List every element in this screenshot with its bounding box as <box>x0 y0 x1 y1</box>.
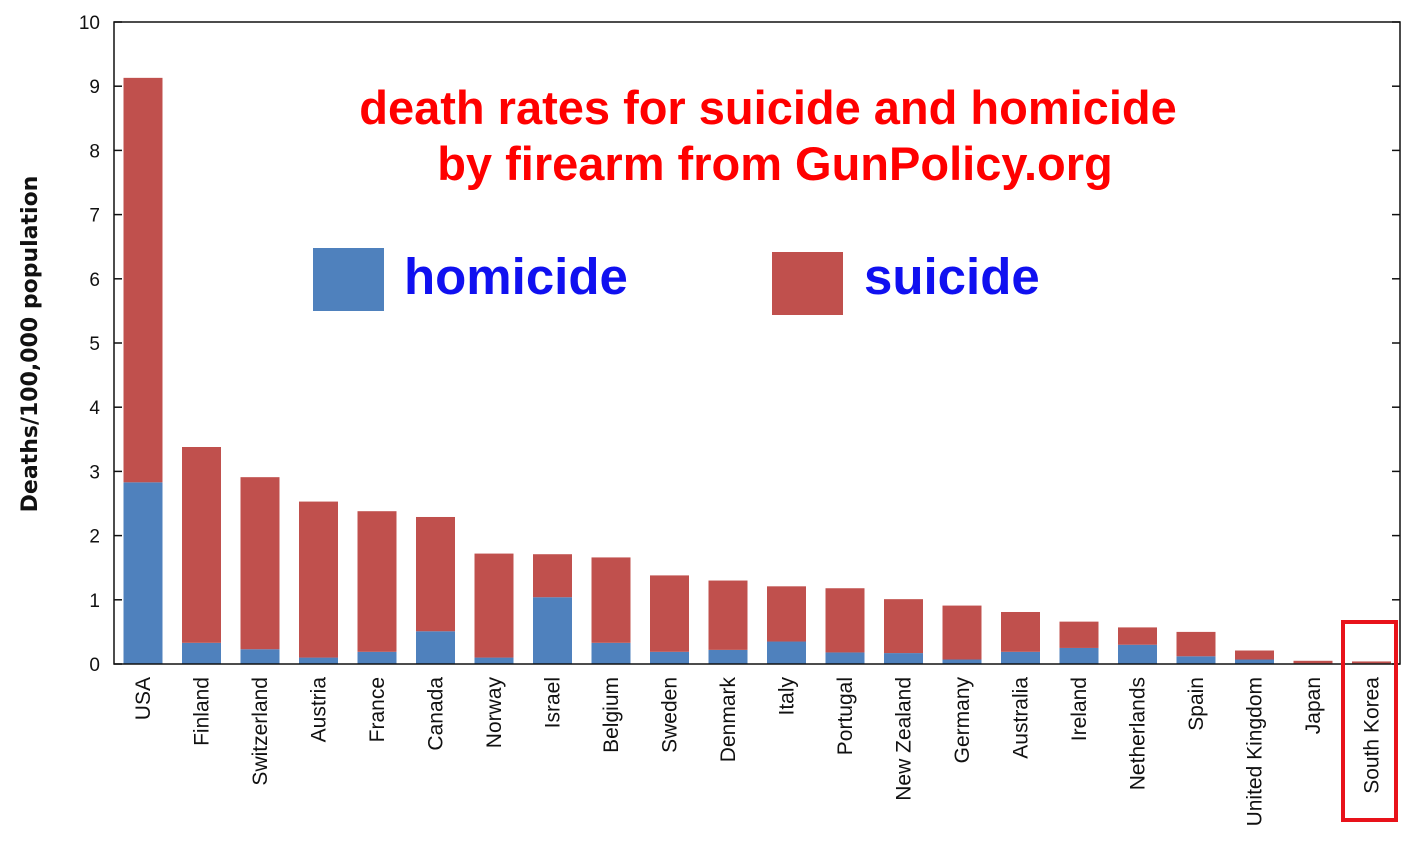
bar-suicide-south-korea <box>1352 661 1391 664</box>
bar-suicide-germany <box>942 605 982 660</box>
bar-suicide-norway <box>474 553 514 658</box>
y-axis-ticks: 0 1 2 3 4 5 6 7 8 9 10 <box>79 13 1400 676</box>
bar-suicide-new-zealand <box>884 599 923 654</box>
bar-homicide-spain <box>1176 656 1216 664</box>
bar-homicide-ireland <box>1059 647 1099 664</box>
bar-homicide-israel <box>533 597 572 664</box>
bar-suicide-denmark <box>708 580 748 650</box>
bar-homicide-united-kingdom <box>1235 659 1274 664</box>
x-tick-label: Denmark <box>717 677 740 763</box>
x-axis-labels: USA Finland Switzerland Austria France Canada… <box>132 677 1384 827</box>
bar-homicide-italy <box>767 641 806 664</box>
bar-suicide-japan <box>1293 660 1333 664</box>
x-tick-label: Germany <box>951 677 974 764</box>
bar-homicide-denmark <box>708 649 748 664</box>
bar-suicide-usa <box>123 77 163 483</box>
legend-swatch-homicide <box>313 248 384 311</box>
x-tick-label: Netherlands <box>1127 677 1150 790</box>
bar-homicide-norway <box>474 657 514 664</box>
y-tick-label: 5 <box>89 334 100 355</box>
bar-homicide-portugal <box>825 652 865 664</box>
x-tick-label: South Korea <box>1361 677 1384 794</box>
legend-label-suicide: suicide <box>864 248 1040 305</box>
y-tick-label: 3 <box>89 462 100 483</box>
x-tick-label: Austria <box>308 677 331 743</box>
y-tick-label: 8 <box>89 141 100 162</box>
bar-suicide-israel <box>533 554 572 598</box>
bar-homicide-netherlands <box>1118 644 1157 664</box>
legend: homicide suicide <box>313 248 1040 315</box>
bar-homicide-belgium <box>591 642 631 664</box>
bar-suicide-finland <box>182 447 221 643</box>
x-tick-label: Ireland <box>1068 677 1091 741</box>
x-tick-label: USA <box>132 677 155 720</box>
x-tick-label: Sweden <box>659 677 682 753</box>
y-tick-label: 10 <box>79 13 100 34</box>
y-tick-label: 4 <box>89 398 100 419</box>
x-tick-label: New Zealand <box>893 677 916 801</box>
y-tick-label: 1 <box>89 591 100 612</box>
x-tick-label: United Kingdom <box>1244 677 1267 826</box>
bar-suicide-spain <box>1176 631 1216 657</box>
bars <box>123 77 1391 664</box>
y-tick-label: 0 <box>89 655 100 676</box>
bar-homicide-canada <box>416 631 455 664</box>
bar-homicide-austria <box>299 657 338 664</box>
chart-title-line-1: death rates for suicide and homicide <box>359 81 1176 134</box>
bar-suicide-canada <box>416 516 455 632</box>
x-tick-label: Italy <box>776 677 799 716</box>
x-tick-label: Israel <box>542 677 565 728</box>
bar-homicide-australia <box>1001 651 1040 664</box>
x-tick-label: Switzerland <box>249 677 272 786</box>
legend-label-homicide: homicide <box>404 248 628 305</box>
bar-suicide-australia <box>1001 611 1040 652</box>
y-tick-label: 6 <box>89 270 100 291</box>
x-tick-label: Australia <box>1010 677 1033 759</box>
bar-suicide-united-kingdom <box>1235 650 1274 660</box>
plot-frame <box>113 21 1401 665</box>
bar-suicide-austria <box>299 501 338 658</box>
highlight-box-south-korea <box>1341 620 1398 822</box>
x-tick-label: France <box>366 677 389 742</box>
x-tick-label: Canada <box>425 677 448 751</box>
bar-suicide-belgium <box>591 557 631 643</box>
bar-suicide-netherlands <box>1118 627 1157 645</box>
x-tick-label: Spain <box>1185 677 1208 731</box>
y-axis-label: Deaths/100,000 population <box>18 176 43 513</box>
bar-suicide-switzerland <box>240 477 280 650</box>
x-tick-label: Finland <box>191 677 214 746</box>
bar-homicide-usa <box>123 482 163 664</box>
x-tick-label: Japan <box>1302 677 1325 734</box>
legend-swatch-suicide <box>772 252 843 315</box>
bar-homicide-switzerland <box>240 649 280 664</box>
bar-homicide-sweden <box>650 651 689 664</box>
bar-suicide-italy <box>767 586 806 642</box>
x-tick-label: Portugal <box>834 677 857 755</box>
y-tick-label: 7 <box>89 206 100 227</box>
bar-suicide-sweden <box>650 575 689 652</box>
bar-homicide-finland <box>182 642 221 664</box>
y-tick-label: 9 <box>89 77 100 98</box>
x-tick-label: Belgium <box>600 677 623 753</box>
chart-title-line-2: by firearm from GunPolicy.org <box>437 137 1113 190</box>
bar-suicide-portugal <box>825 588 865 653</box>
y-tick-label: 2 <box>89 527 100 548</box>
bar-suicide-ireland <box>1059 621 1099 648</box>
x-tick-label: Norway <box>483 677 506 749</box>
bar-suicide-france <box>357 511 397 652</box>
bar-homicide-france <box>357 651 397 664</box>
bar-homicide-germany <box>942 659 982 664</box>
bar-homicide-new-zealand <box>884 653 923 664</box>
